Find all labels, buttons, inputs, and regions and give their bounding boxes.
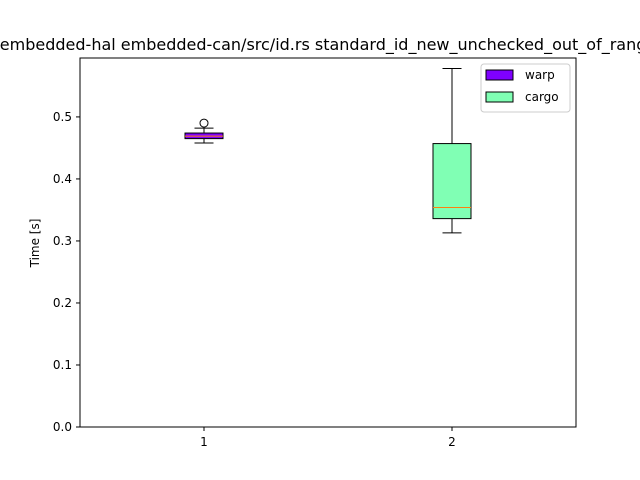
x-tick-label: 2 xyxy=(448,435,456,449)
box-warp xyxy=(184,118,224,144)
plot-area: 0.0 0.1 0.2 0.3 0.4 0.5 1 2 xyxy=(53,57,577,449)
legend: warp cargo xyxy=(480,63,571,113)
axes-frame xyxy=(79,57,577,428)
box-cargo xyxy=(432,68,472,234)
chart-title: embedded-hal embedded-can/src/id.rs stan… xyxy=(0,35,640,55)
y-tick-label: 0.5 xyxy=(53,110,72,124)
y-tick-label: 0.4 xyxy=(53,172,72,186)
y-tick-label: 0.3 xyxy=(53,234,72,248)
legend-label-cargo: cargo xyxy=(525,90,559,104)
y-tick-label: 0.1 xyxy=(53,358,72,372)
box-body xyxy=(432,143,472,220)
legend-label-warp: warp xyxy=(525,68,555,82)
x-tick-label: 1 xyxy=(200,435,208,449)
y-axis-label: Time [s] xyxy=(28,219,42,269)
y-tick-label: 0.2 xyxy=(53,296,72,310)
outlier-point xyxy=(199,118,209,128)
legend-swatch-warp xyxy=(485,69,514,81)
legend-swatch-cargo xyxy=(485,91,514,103)
y-tick-label: 0.0 xyxy=(53,420,72,434)
